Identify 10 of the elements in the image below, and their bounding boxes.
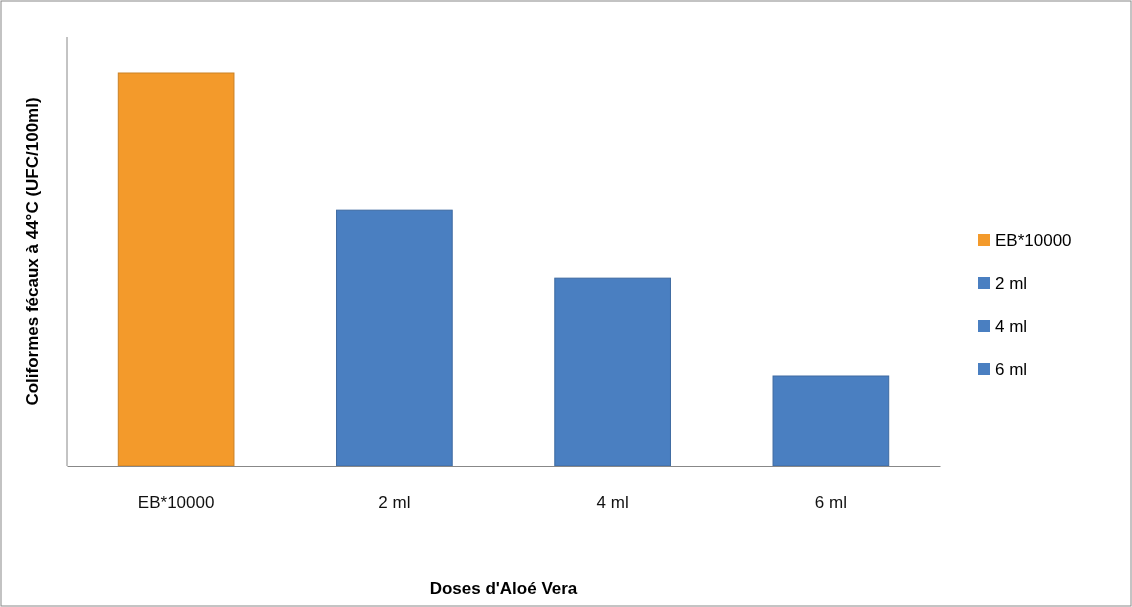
- x-tick-label: 2 ml: [378, 493, 411, 512]
- x-tick-label: 4 ml: [596, 493, 629, 512]
- x-tick-label: EB*10000: [137, 493, 215, 512]
- y-axis-title: Coliformes fécaux à 44°C (UFC/100ml): [23, 97, 42, 406]
- legend-label: EB*10000: [995, 231, 1072, 250]
- x-axis-title: Doses d'Aloé Vera: [429, 579, 578, 598]
- legend-label: 4 ml: [995, 317, 1028, 336]
- x-tick-label: 6 ml: [814, 493, 847, 512]
- legend-label: 2 ml: [995, 274, 1028, 293]
- legend-label: 6 ml: [995, 360, 1028, 379]
